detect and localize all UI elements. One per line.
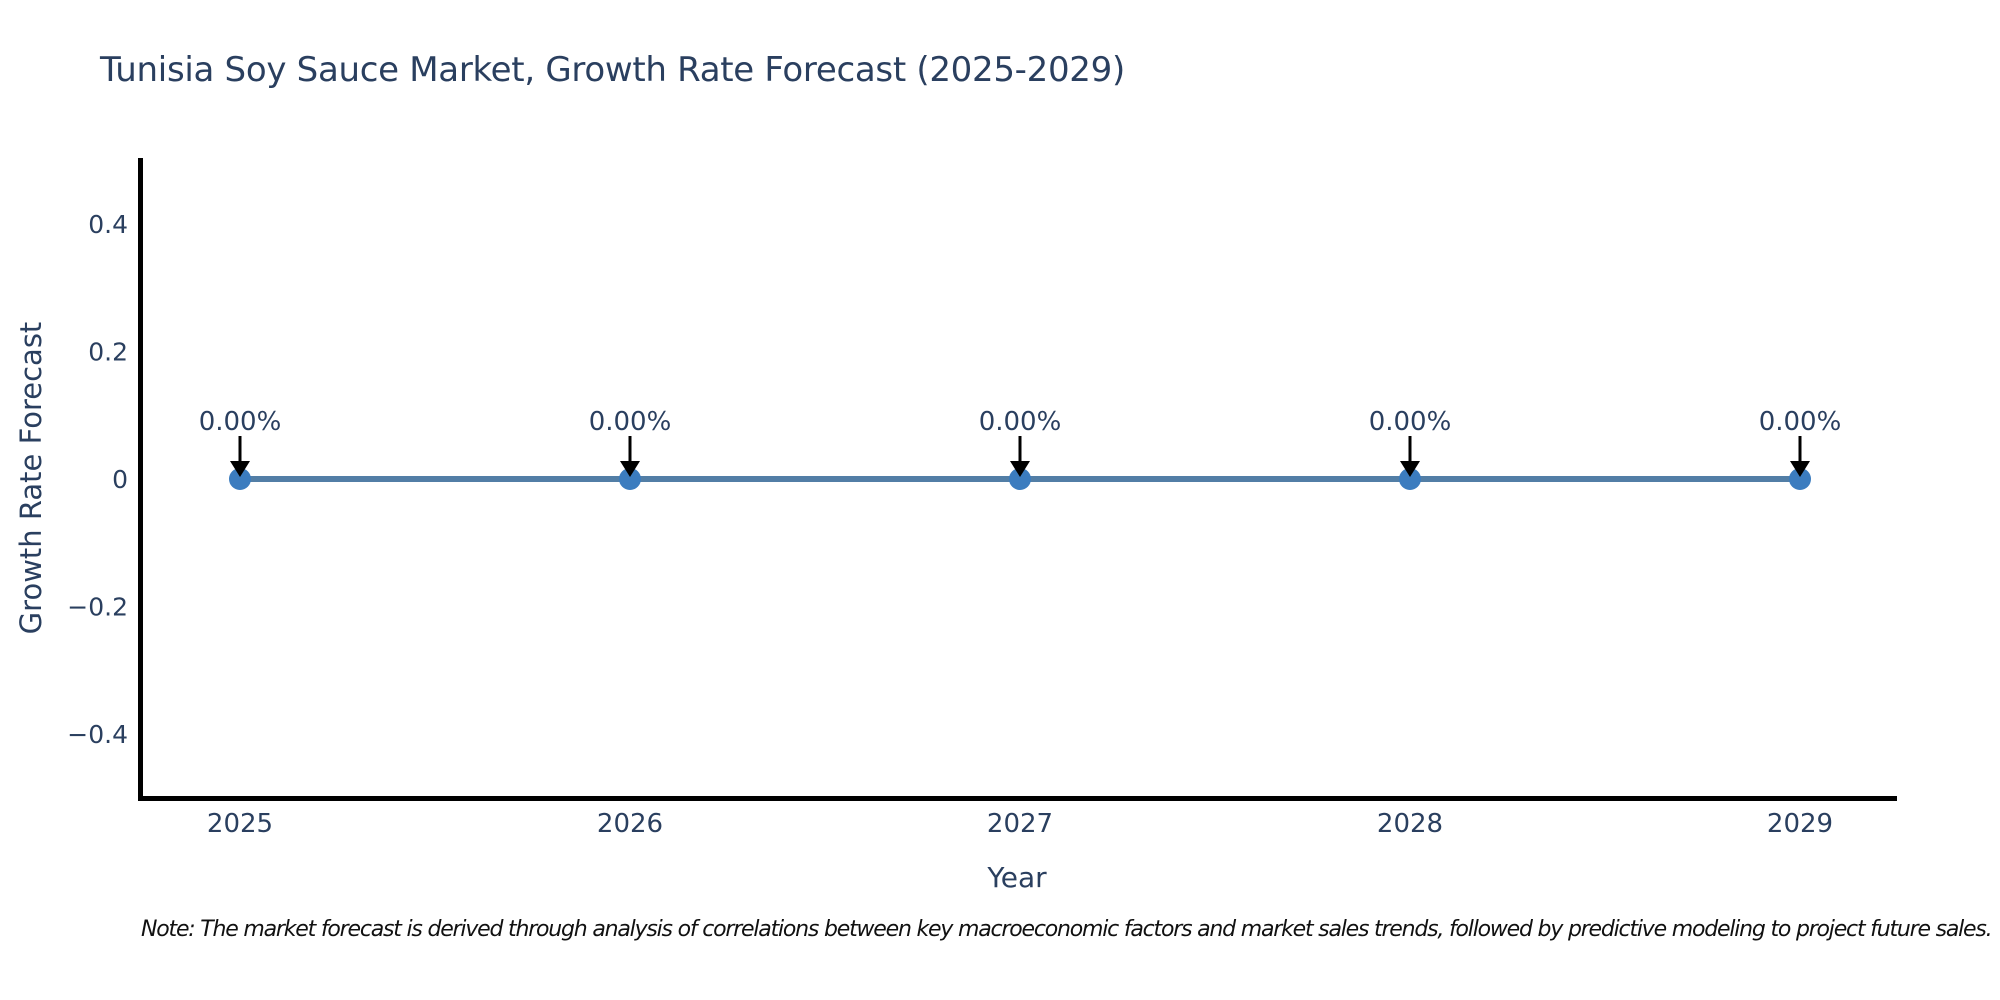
y-tick-label: −0.2 [67,593,128,622]
point-label: 0.00% [1369,407,1452,437]
chart-title: Tunisia Soy Sauce Market, Growth Rate Fo… [100,50,1125,90]
x-tick-label: 2029 [1767,809,1833,839]
arrow-head [1790,461,1810,477]
x-tick-label: 2027 [987,809,1053,839]
y-tick-label: 0 [112,465,128,494]
data-point[interactable] [1789,468,1811,490]
down-arrow-icon [1010,436,1030,477]
down-arrow-icon [620,436,640,477]
arrow-head [1010,461,1030,477]
arrow-head [620,461,640,477]
point-label: 0.00% [589,407,672,437]
point-label: 0.00% [199,407,282,437]
down-arrow-icon [1790,436,1810,477]
data-point[interactable] [1399,468,1421,490]
arrow-head [230,461,250,477]
down-arrow-icon [230,436,250,477]
x-tick-label: 2026 [597,809,663,839]
data-point[interactable] [1009,468,1031,490]
x-tick-label: 2025 [207,809,273,839]
footnote: Note: The market forecast is derived thr… [141,917,1993,942]
data-point[interactable] [619,468,641,490]
point-label: 0.00% [1759,407,1842,437]
arrow-head [1400,461,1420,477]
y-tick-label: 0.2 [88,338,128,367]
data-point[interactable] [229,468,251,490]
point-label: 0.00% [979,407,1062,437]
x-axis-title: Year [987,861,1047,894]
down-arrow-icon [1400,436,1420,477]
x-tick-label: 2028 [1377,809,1443,839]
y-tick-label: −0.4 [67,720,128,749]
y-tick-label: 0.4 [88,210,128,239]
